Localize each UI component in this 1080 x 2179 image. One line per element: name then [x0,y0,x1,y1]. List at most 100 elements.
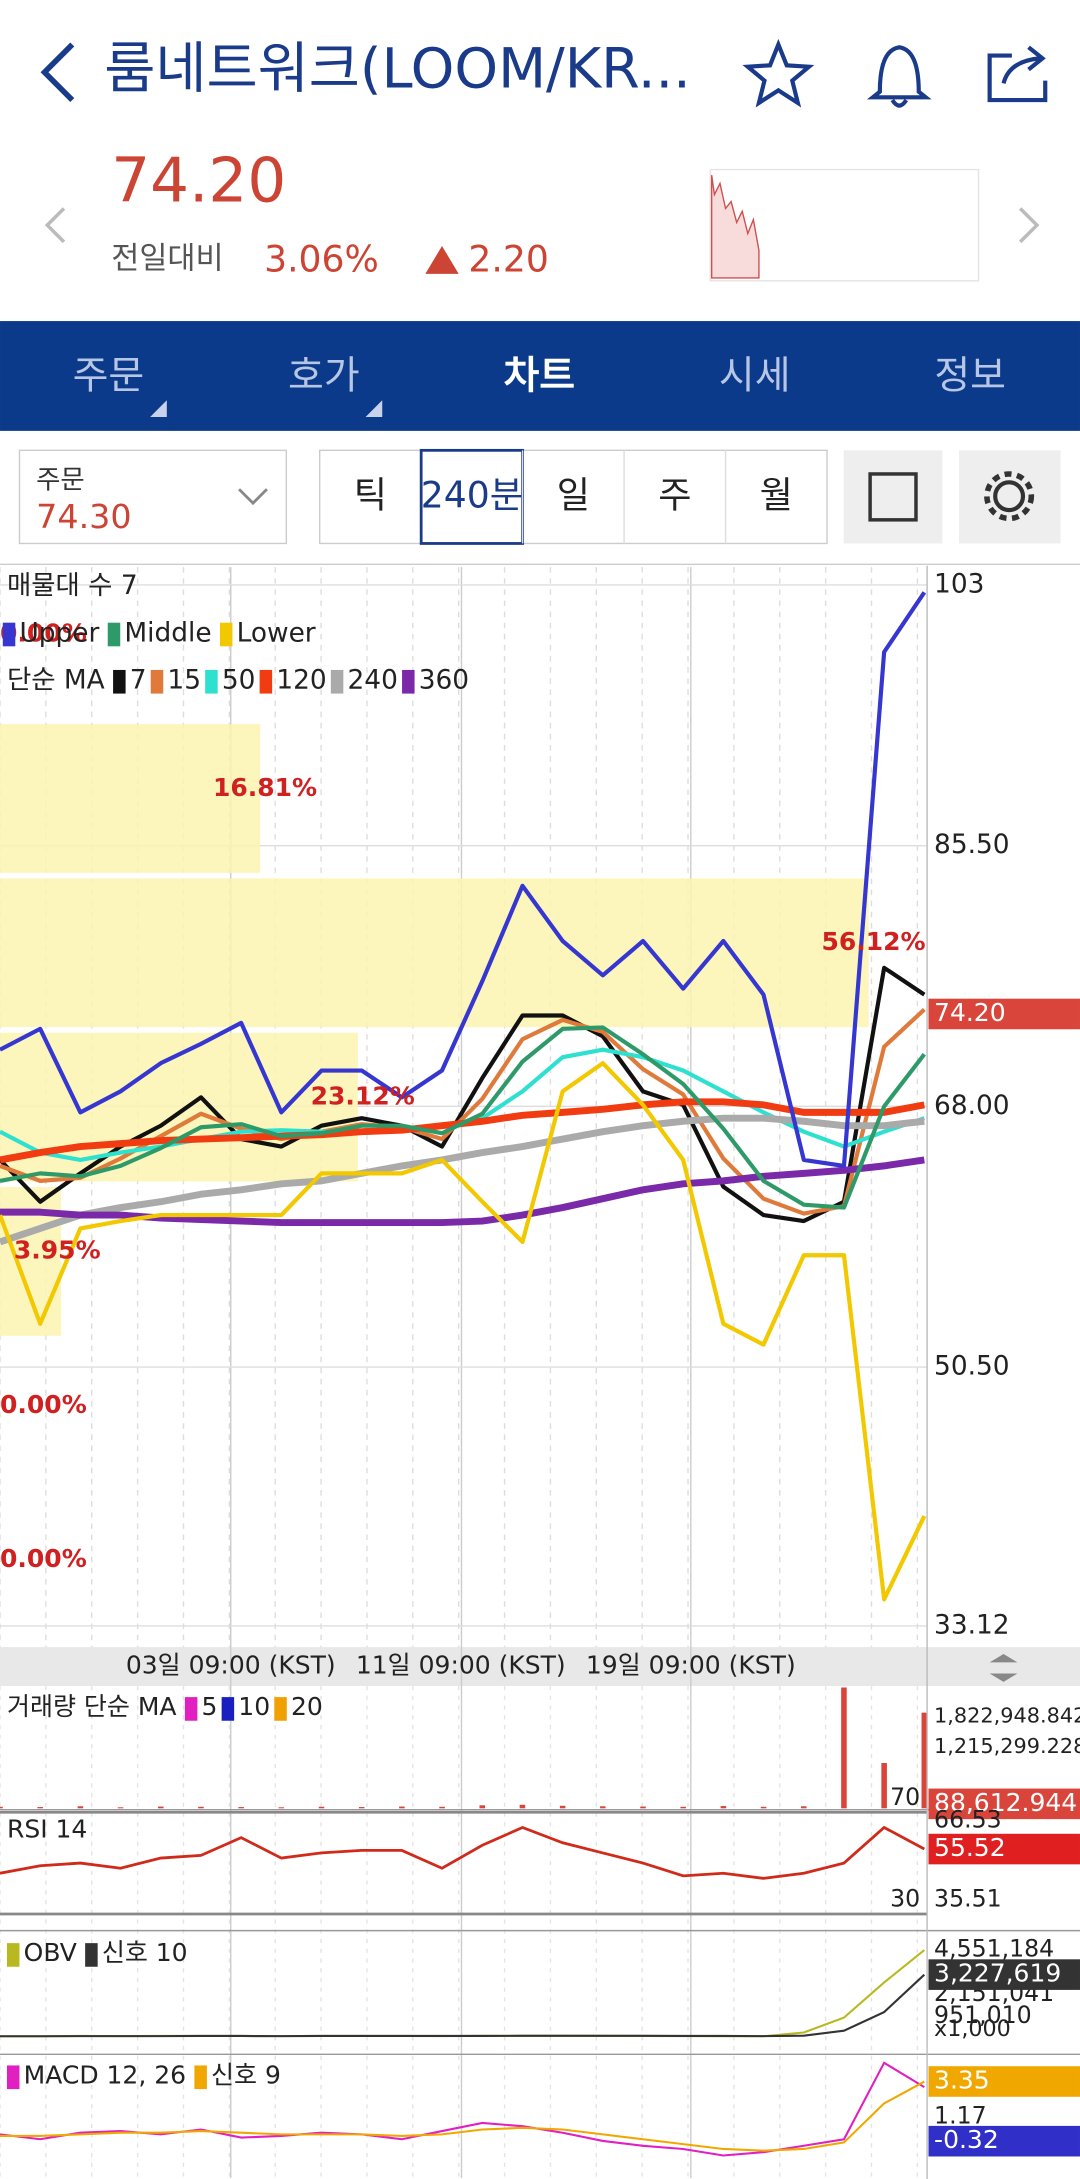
prev-button[interactable] [44,207,66,244]
volume-bar [37,1807,43,1809]
y-tick-label: 50.50 [934,1351,1010,1382]
legend-swatch [150,669,164,694]
volume-profile-label: 0.00% [0,1544,87,1573]
value-box [928,1788,1080,1820]
volume-bar [278,1807,285,1809]
indicator-line [0,1061,927,1602]
volume-bar [519,1804,526,1809]
y-tick-label: 1,822,948.842 [934,1704,1080,1728]
settings-icon [984,471,1035,522]
value-box [928,2066,1080,2097]
y-tick-label: 66.53 [934,1806,1002,1834]
volume-bar [479,1805,486,1809]
period-button[interactable]: 월 [760,474,793,517]
legend-label: Lower [237,617,316,648]
volume-bar [800,1806,807,1809]
y-tick-label: 85.50 [934,829,1010,860]
y-tick-label: 30 [890,1885,920,1913]
legend-label: OBV [24,1938,77,1967]
legend-swatch [205,669,218,694]
indicator-line [0,591,927,1168]
legend-title: RSI 14 [7,1815,87,1844]
legend-label: 7 [130,665,147,696]
indicator-line [0,1025,926,1210]
next-button[interactable] [1018,207,1040,244]
tab-indicator [365,400,383,417]
macd-line [0,2080,925,2152]
rsi-line [0,1825,925,1880]
legend-swatch [330,669,344,694]
value-box [928,1833,1080,1865]
legend-label: 360 [419,665,469,696]
value-box-label: -0.32 [934,2125,999,2154]
share-button[interactable] [987,45,1048,103]
volume-bar [117,1807,124,1809]
y-tick-label: 1.17 [934,2101,987,2129]
legend-label: 20 [291,1692,323,1721]
settings-button[interactable] [959,450,1061,544]
value-box-label: 88,612.944 [934,1788,1077,1817]
volume-bar [600,1806,606,1809]
tab[interactable]: 호가 [288,354,360,399]
legend-label: Middle [124,617,211,648]
legend-label: MACD 12, 26 [24,2061,186,2090]
legend-swatch [221,1697,235,1721]
favorite-button[interactable] [742,38,815,108]
legend-swatch [194,2065,207,2090]
back-button[interactable] [40,42,75,103]
legend-swatch [85,1943,98,1967]
period-button[interactable]: 주 [658,474,691,517]
current-price: 74.20 [111,145,286,216]
volume-bar [238,1807,244,1809]
legend-title: 단순 MA [7,665,105,696]
sparkline [710,175,760,279]
volume-bar [760,1806,767,1809]
legend-label: 거래량 단순 MA [7,1692,177,1721]
volume-profile-label: 16.81% [213,773,317,802]
volume-bar [680,1806,686,1809]
tab[interactable]: 주문 [73,354,145,399]
order-box[interactable] [18,449,288,545]
legend-label: 5 [202,1692,218,1721]
legend-swatch [2,622,16,647]
legend-swatch [219,622,233,647]
volume-profile-bar [0,724,261,873]
volume-profile-label: 23.12% [311,1081,415,1110]
legend-label: 120 [276,665,326,696]
value-box-label: 3.35 [934,2065,990,2094]
period-button[interactable]: 240분 [421,474,523,517]
obv-line [0,1973,926,2038]
legend-swatch [259,669,273,694]
legend-label: 50 [222,665,256,696]
value-box-label: 55.52 [934,1833,1006,1862]
value-box [928,2125,1080,2157]
y-tick-label: 70 [890,1783,920,1811]
legend-swatch [274,1697,287,1721]
y-tick-label: 103 [934,568,984,599]
alarm-button[interactable] [866,45,932,108]
y-tick-label: 33.12 [934,1609,1010,1640]
draw-button[interactable] [843,450,943,544]
order-price: 74.30 [36,497,131,536]
tab[interactable]: 정보 [934,354,1006,399]
volume-bar [881,1763,887,1809]
period-button[interactable]: 틱 [354,474,387,517]
legend-swatch [184,1697,198,1721]
tab[interactable]: 시세 [719,354,791,399]
legend-label: 신호 10 [102,1938,188,1967]
resize-handle[interactable] [989,1654,1018,1682]
legend-swatch [6,1943,20,1967]
y-tick-label: 4,551,184 [934,1935,1054,1963]
legend-label: 10 [238,1692,270,1721]
volume-bar [559,1805,566,1809]
x-tick-label: 11일 09:00 (KST) [356,1651,566,1680]
draw-icon [868,472,918,522]
order-label: 주문 [36,464,85,495]
x-tick-label: 19일 09:00 (KST) [586,1651,796,1680]
y-tick-label: 1,215,299.228 [934,1734,1080,1758]
time-axis-bar [0,1647,1080,1686]
tab[interactable]: 차트 [504,354,576,399]
period-button[interactable]: 일 [557,474,590,517]
dropdown-icon [238,488,268,506]
volume-bar [921,1712,928,1809]
